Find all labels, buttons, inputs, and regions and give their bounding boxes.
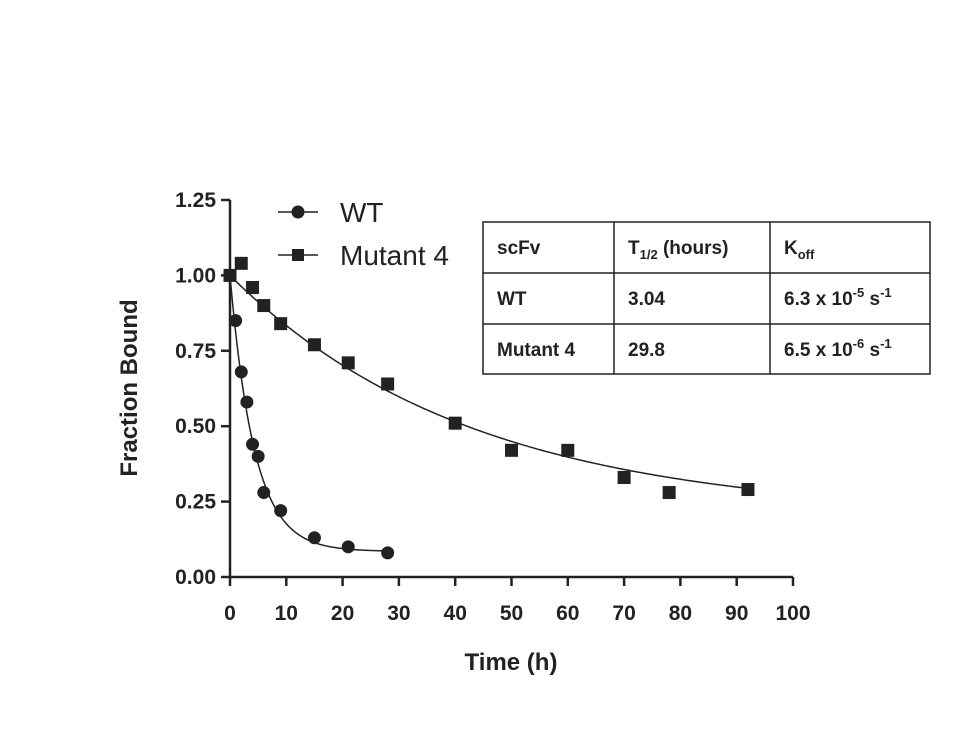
x-tick-label: 80 <box>669 602 692 625</box>
legend-item-wt: WT <box>278 197 384 228</box>
x-tick-label: 100 <box>775 602 810 625</box>
table-header-row: scFv T1/2 (hours) Koff <box>497 238 815 262</box>
cell-t-half: 29.8 <box>628 340 665 361</box>
point-wt <box>229 314 243 328</box>
inset-table: scFv T1/2 (hours) Koff WT 3.04 6.3 x 10-… <box>482 221 931 375</box>
point-mutant-4 <box>246 280 260 294</box>
point-wt <box>240 395 254 409</box>
point-wt <box>274 504 288 518</box>
point-mutant-4 <box>448 416 462 430</box>
y-tick-label: 0.75 <box>175 340 216 363</box>
y-tick-label: 0.00 <box>175 566 216 589</box>
table-border <box>482 221 931 375</box>
cell-scfv: WT <box>497 289 527 310</box>
x-tick-label: 70 <box>612 602 635 625</box>
x-tick-label: 20 <box>331 602 354 625</box>
point-mutant-4 <box>307 338 321 352</box>
legend-wt-marker <box>291 205 305 219</box>
x-axis-title: Time (h) <box>465 649 558 676</box>
point-mutant-4 <box>234 256 248 270</box>
point-mutant-4 <box>223 268 237 282</box>
point-wt <box>257 486 271 500</box>
x-tick-label: 10 <box>275 602 298 625</box>
x-tick-label: 0 <box>224 602 236 625</box>
cell-koff: 6.5 x 10-6 s-1 <box>784 336 892 361</box>
point-mutant-4 <box>274 317 288 331</box>
cell-scfv: Mutant 4 <box>497 340 576 361</box>
y-axis-title: Fraction Bound <box>116 299 143 476</box>
legend: WT Mutant 4 <box>278 197 449 271</box>
point-wt <box>307 531 321 545</box>
point-wt <box>341 540 355 554</box>
legend-wt-label: WT <box>340 197 384 228</box>
legend-item-mutant-4: Mutant 4 <box>278 240 449 271</box>
x-tick-label: 50 <box>500 602 523 625</box>
point-mutant-4 <box>341 356 355 370</box>
cell-t-half: 3.04 <box>628 289 665 310</box>
table-row-mutant-4: Mutant 4 29.8 6.5 x 10-6 s-1 <box>497 336 892 361</box>
x-tick-label: 90 <box>725 602 748 625</box>
legend-mutant-4-label: Mutant 4 <box>340 240 449 271</box>
point-mutant-4 <box>617 470 631 484</box>
point-mutant-4 <box>662 486 676 500</box>
header-scfv: scFv <box>497 238 541 259</box>
legend-mutant-4-marker <box>292 249 304 261</box>
y-tick-label: 0.25 <box>175 491 216 514</box>
point-mutant-4 <box>505 443 518 457</box>
header-koff: Koff <box>784 238 815 262</box>
point-mutant-4 <box>257 299 271 313</box>
point-wt <box>246 437 260 451</box>
x-tick-label: 60 <box>556 602 579 625</box>
fit-curve-wt <box>229 275 388 552</box>
point-wt <box>381 546 395 560</box>
x-tick-label: 40 <box>444 602 467 625</box>
cell-koff: 6.3 x 10-5 s-1 <box>784 285 892 310</box>
point-mutant-4 <box>561 443 575 457</box>
y-tick-label: 0.50 <box>175 415 216 438</box>
point-wt <box>251 449 265 463</box>
data-points <box>223 256 755 560</box>
point-mutant-4 <box>741 483 755 497</box>
x-ticks: 0 10 20 30 40 50 60 70 80 90 100 <box>224 577 811 625</box>
point-wt <box>234 365 248 379</box>
y-ticks: 0.00 0.25 0.50 0.75 1.00 1.25 <box>175 189 230 589</box>
y-tick-label: 1.00 <box>175 264 216 287</box>
y-tick-label: 1.25 <box>175 189 216 212</box>
header-t-half: T1/2 (hours) <box>628 238 728 262</box>
x-tick-label: 30 <box>387 602 410 625</box>
point-mutant-4 <box>381 377 395 391</box>
table-row-wt: WT 3.04 6.3 x 10-5 s-1 <box>497 285 892 310</box>
